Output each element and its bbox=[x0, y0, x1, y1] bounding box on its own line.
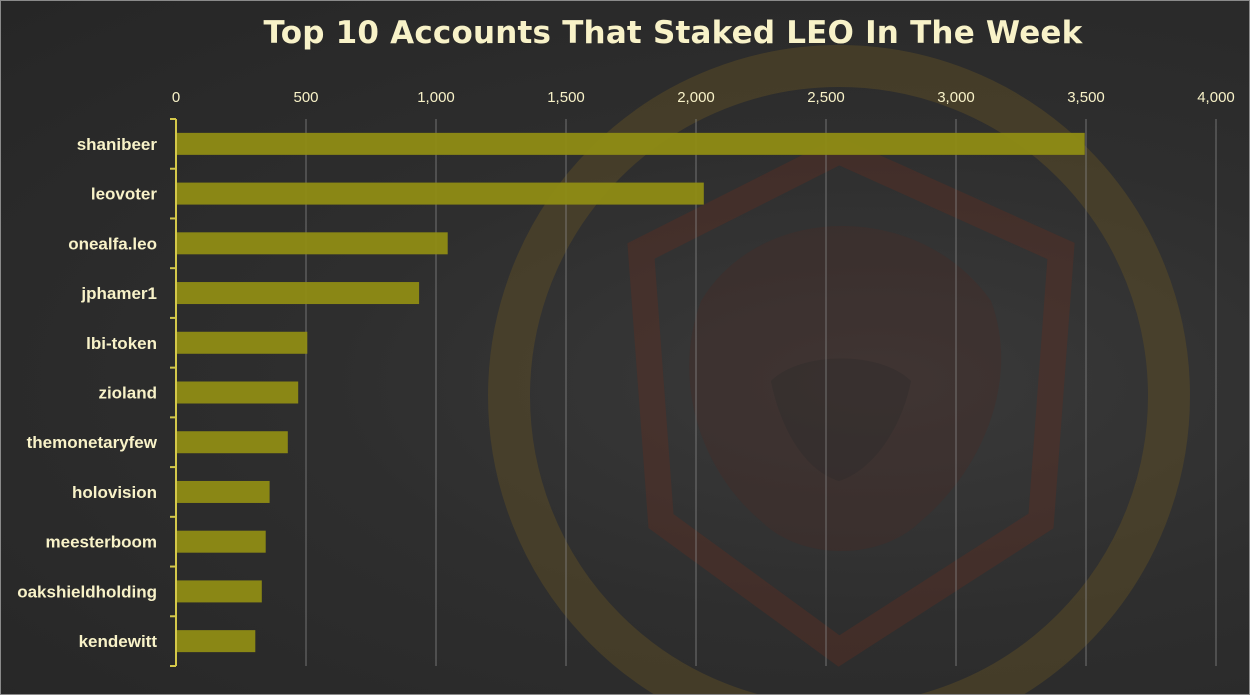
bar bbox=[177, 182, 704, 205]
bar bbox=[177, 580, 262, 603]
x-tick-label: 0 bbox=[172, 89, 180, 106]
x-tick-label: 2,000 bbox=[677, 89, 715, 106]
category-label: oakshieldholding bbox=[17, 582, 157, 601]
category-label: meesterboom bbox=[46, 533, 157, 552]
x-tick-label: 1,000 bbox=[417, 89, 455, 106]
x-tick-label: 2,500 bbox=[807, 89, 845, 106]
y-axis bbox=[170, 118, 177, 667]
bars bbox=[177, 132, 1085, 653]
x-tick-label: 4,000 bbox=[1197, 89, 1235, 106]
bar bbox=[177, 630, 256, 653]
category-label: shanibeer bbox=[77, 135, 158, 154]
bar bbox=[177, 530, 266, 553]
category-label: leovoter bbox=[91, 185, 158, 204]
x-tick-label: 3,500 bbox=[1067, 89, 1105, 106]
category-label: onealfa.leo bbox=[68, 234, 157, 253]
chart-title: Top 10 Accounts That Staked LEO In The W… bbox=[263, 15, 1083, 51]
x-tick-label: 500 bbox=[293, 89, 318, 106]
category-label: lbi-token bbox=[86, 334, 157, 353]
category-label: kendewitt bbox=[79, 632, 158, 651]
category-label: jphamer1 bbox=[80, 284, 157, 303]
x-tick-label: 3,000 bbox=[937, 89, 975, 106]
category-label: holovision bbox=[72, 483, 157, 502]
category-label: themonetaryfew bbox=[27, 433, 158, 452]
bar bbox=[177, 331, 308, 354]
bar bbox=[177, 480, 270, 503]
bar bbox=[177, 282, 420, 305]
y-axis-category-labels: shanibeer leovoter onealfa.leo jphamer1 lbi-… bbox=[17, 135, 158, 651]
gridlines bbox=[305, 119, 1217, 666]
category-label: zioland bbox=[98, 384, 157, 403]
bar bbox=[177, 431, 288, 454]
x-tick-label: 1,500 bbox=[547, 89, 585, 106]
x-axis-tick-labels: 0 500 1,000 1,500 2,000 2,500 3,000 3,500 4,000 bbox=[172, 89, 1235, 106]
bar bbox=[177, 232, 448, 255]
bar bbox=[177, 381, 299, 404]
bar bbox=[177, 132, 1085, 155]
